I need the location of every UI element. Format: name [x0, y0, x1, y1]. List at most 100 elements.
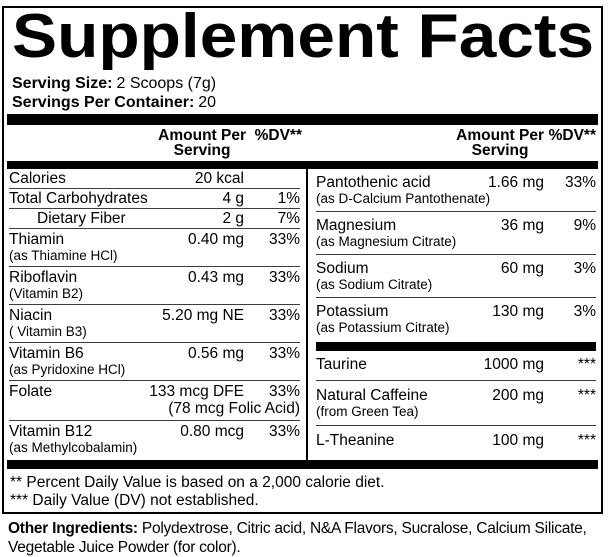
nutrient-name: Calories: [9, 170, 66, 187]
footnote-dv-not-established: *** Daily Value (DV) not established.: [10, 492, 259, 509]
other-ingredients-list-line1: Polydextrose, Citric acid, N&A Flavors, …: [141, 520, 587, 537]
nutrient-amount: 1.66 mg: [487, 174, 544, 191]
nutrient-dv: 33%: [268, 269, 300, 286]
left-column-header: Amount Per Serving %DV**: [4, 127, 308, 159]
amount-header-line1: Amount Per: [456, 127, 544, 144]
nutrient-name: Folate: [9, 383, 53, 400]
row-riboflavin: Riboflavin 0.43 mg 33% (Vitamin B2): [9, 267, 300, 305]
nutrient-name: Total Carbohydrates: [9, 190, 148, 207]
amount-header-line1: Amount Per: [158, 127, 246, 144]
dv-header: %DV**: [548, 127, 596, 144]
nutrient-amount: 200 mg: [492, 387, 544, 404]
row-calories: Calories 20 kcal: [9, 169, 300, 189]
nutrient-amount: 0.56 mg: [187, 345, 244, 362]
nutrient-form: ( Vitamin B3): [9, 324, 87, 339]
servings-per-container-value: 20: [198, 94, 217, 111]
serving-size-line: Serving Size: 2 Scoops (7g): [12, 74, 601, 93]
nutrient-name: Vitamin B12: [9, 423, 93, 440]
nutrient-dv: ***: [577, 356, 596, 373]
nutrient-amount: 0.40 mg: [187, 231, 244, 248]
amount-per-serving-header: Amount Per Serving: [158, 127, 246, 159]
nutrient-name: Riboflavin: [9, 269, 78, 286]
row-niacin: Niacin 5.20 mg NE 33% ( Vitamin B3): [9, 305, 300, 343]
column-headers: Amount Per Serving %DV** Amount Per Serv…: [4, 125, 601, 159]
row-magnesium: Magnesium 36 mg 9% (as Magnesium Citrate): [316, 212, 596, 255]
nutrient-name: Potassium: [316, 303, 389, 320]
nutrient-dv: 33%: [564, 174, 596, 191]
row-l-theanine: L-Theanine 100 mg ***: [316, 426, 596, 455]
serving-size-value: 2 Scoops (7g): [116, 75, 217, 92]
nutrient-amount: 2 g: [222, 210, 244, 227]
nutrient-form: (from Green Tea): [316, 404, 419, 419]
nutrient-dv: 3%: [573, 260, 596, 277]
nutrient-amount: 4 g: [222, 190, 244, 207]
nutrient-amount: 100 mg: [492, 432, 544, 449]
right-nutrient-column: Pantothenic acid 1.66 mg 33% (as D-Calcium…: [308, 169, 601, 460]
other-ingredients: Other Ingredients: Polydextrose, Citric a…: [8, 519, 604, 557]
nutrient-form: (as Potassium Citrate): [316, 320, 450, 335]
thick-rule-right-column: [316, 342, 596, 351]
nutrient-amount: 1000 mg: [483, 356, 544, 373]
nutrient-amount-secondary: (78 mcg Folic Acid): [168, 400, 300, 417]
nutrient-amount: 60 mg: [500, 260, 544, 277]
nutrient-dv: 33%: [268, 423, 300, 440]
nutrient-name: Magnesium: [316, 217, 397, 234]
row-vitamin-b12: Vitamin B12 0.80 mcg 33% (as Methylcobalam…: [9, 421, 300, 458]
nutrient-form: (as Thiamine HCl): [9, 248, 118, 263]
nutrient-amount: 0.43 mg: [187, 269, 244, 286]
nutrient-form: (as Methylcobalamin): [9, 440, 138, 455]
nutrient-name: Sodium: [316, 260, 369, 277]
row-taurine: Taurine 1000 mg ***: [316, 351, 596, 381]
nutrient-name: Natural Caffeine: [316, 387, 428, 404]
amount-header-line2: Serving: [173, 142, 231, 159]
nutrient-form: (Vitamin B2): [9, 286, 84, 301]
row-dietary-fiber: Dietary Fiber 2 g 7%: [9, 209, 300, 229]
nutrient-dv: 33%: [268, 307, 300, 324]
nutrient-amount: 5.20 mg NE: [162, 307, 244, 324]
nutrient-dv: ***: [577, 432, 596, 449]
nutrient-form: (as Pyridoxine HCl): [9, 362, 126, 377]
thick-rule-top: [7, 114, 598, 125]
other-ingredients-list-line2: Vegetable Juice Powder (for color).: [8, 539, 241, 556]
right-column-header: Amount Per Serving %DV**: [308, 127, 601, 159]
footnotes: ** Percent Daily Value is based on a 2,0…: [4, 469, 601, 510]
left-nutrient-column: Calories 20 kcal Total Carbohydrates 4 g 1%…: [4, 169, 308, 460]
nutrient-dv: 33%: [268, 345, 300, 362]
nutrient-dv: ***: [577, 387, 596, 404]
panel-title: Supplement Facts: [12, 6, 595, 71]
thick-rule-bottom: [7, 460, 598, 469]
row-vitamin-b6: Vitamin B6 0.56 mg 33% (as Pyridoxine HCl): [9, 343, 300, 381]
nutrient-name: L-Theanine: [316, 432, 395, 449]
servings-per-container-line: Servings Per Container: 20: [12, 93, 601, 112]
nutrient-name: Pantothenic acid: [316, 174, 431, 191]
nutrient-name: Thiamin: [9, 231, 65, 248]
nutrient-dv: 7%: [277, 210, 300, 227]
thick-rule-headers: [7, 161, 598, 169]
row-folate: Folate 133 mcg DFE 33% (78 mcg Folic Acid): [9, 381, 300, 421]
nutrient-dv: 33%: [268, 231, 300, 248]
nutrient-name: Vitamin B6: [9, 345, 84, 362]
serving-size-label: Serving Size:: [12, 75, 113, 92]
nutrient-dv: 9%: [573, 217, 596, 234]
nutrient-amount: 130 mg: [492, 303, 544, 320]
dv-header: %DV**: [254, 127, 302, 144]
row-thiamin: Thiamin 0.40 mg 33% (as Thiamine HCl): [9, 229, 300, 267]
nutrient-dv: 3%: [573, 303, 596, 320]
nutrient-form: (as Sodium Citrate): [316, 277, 433, 292]
amount-header-line2: Serving: [471, 142, 529, 159]
nutrient-amount: 133 mcg DFE: [149, 383, 244, 400]
nutrient-amount: 36 mg: [500, 217, 544, 234]
nutrient-name: Dietary Fiber: [37, 210, 126, 227]
nutrient-form: (as Magnesium Citrate): [316, 234, 457, 249]
row-potassium: Potassium 130 mg 3% (as Potassium Citrate): [316, 298, 596, 340]
nutrient-columns: Calories 20 kcal Total Carbohydrates 4 g 1%…: [4, 169, 601, 460]
row-sodium: Sodium 60 mg 3% (as Sodium Citrate): [316, 255, 596, 298]
nutrient-dv: 1%: [277, 190, 300, 207]
other-ingredients-label: Other Ingredients:: [8, 520, 138, 537]
supplement-facts-panel: Supplement Facts Serving Size: 2 Scoops (…: [2, 6, 603, 514]
nutrient-name: Niacin: [9, 307, 53, 324]
nutrient-dv: 33%: [268, 383, 300, 400]
nutrient-amount: 0.80 mcg: [180, 423, 244, 440]
row-natural-caffeine: Natural Caffeine 200 mg *** (from Green Te…: [316, 381, 596, 426]
amount-per-serving-header: Amount Per Serving: [456, 127, 544, 159]
